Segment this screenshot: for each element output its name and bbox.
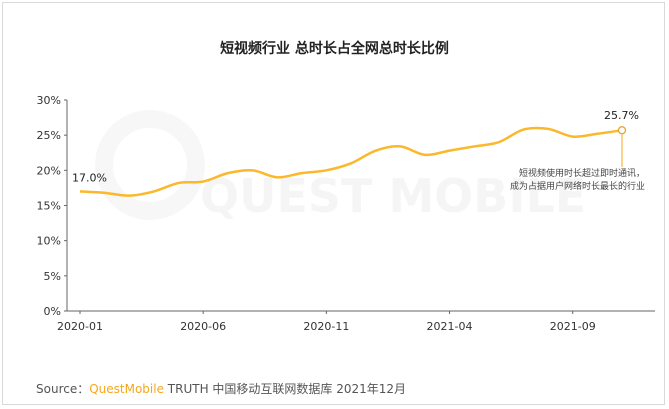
- source-rest: TRUTH 中国移动互联网数据库 2021年12月: [163, 382, 407, 396]
- annotation-line: 短视频使用时长超过即时通讯，: [519, 167, 645, 179]
- y-tick-label: 5%: [44, 270, 61, 283]
- chart-title: 短视频行业 总时长占全网总时长比例: [220, 41, 449, 57]
- y-tick-label: 30%: [37, 94, 61, 107]
- x-tick-label: 2020-01: [57, 320, 103, 333]
- data-label-first: 17.0%: [72, 171, 107, 184]
- series-line: [79, 126, 623, 197]
- source-line: Source：QuestMobile TRUTH 中国移动互联网数据库 2021…: [36, 380, 406, 397]
- source-prefix: Source：: [36, 382, 90, 396]
- y-tick-label: 15%: [37, 200, 61, 213]
- series-layer: [79, 126, 627, 197]
- y-tick-label: 0%: [44, 305, 61, 318]
- y-tick-label: 25%: [37, 129, 61, 142]
- x-tick-label: 2021-04: [427, 320, 473, 333]
- last-point-marker: [617, 126, 627, 135]
- x-tick-label: 2020-11: [303, 320, 349, 333]
- chart-frame: [2, 2, 665, 405]
- axes: 0% 5% 10% 15% 20% 25% 30% 2020-01 2020-06 2020-11…: [37, 94, 655, 333]
- x-tick-label: 2020-06: [180, 320, 226, 333]
- labels-layer: 17.0% 25.7% 短视频使用时长超过即时通讯，成为占据用户网络时长最长的行业: [72, 109, 645, 192]
- y-tick-label: 10%: [37, 235, 61, 248]
- annotation-line: 成为占据用户网络时长最长的行业: [510, 180, 645, 192]
- x-tick-label: 2021-09: [550, 320, 596, 333]
- y-tick-label: 20%: [37, 164, 61, 177]
- data-label-last: 25.7%: [604, 109, 639, 122]
- source-brand: QuestMobile: [89, 382, 164, 396]
